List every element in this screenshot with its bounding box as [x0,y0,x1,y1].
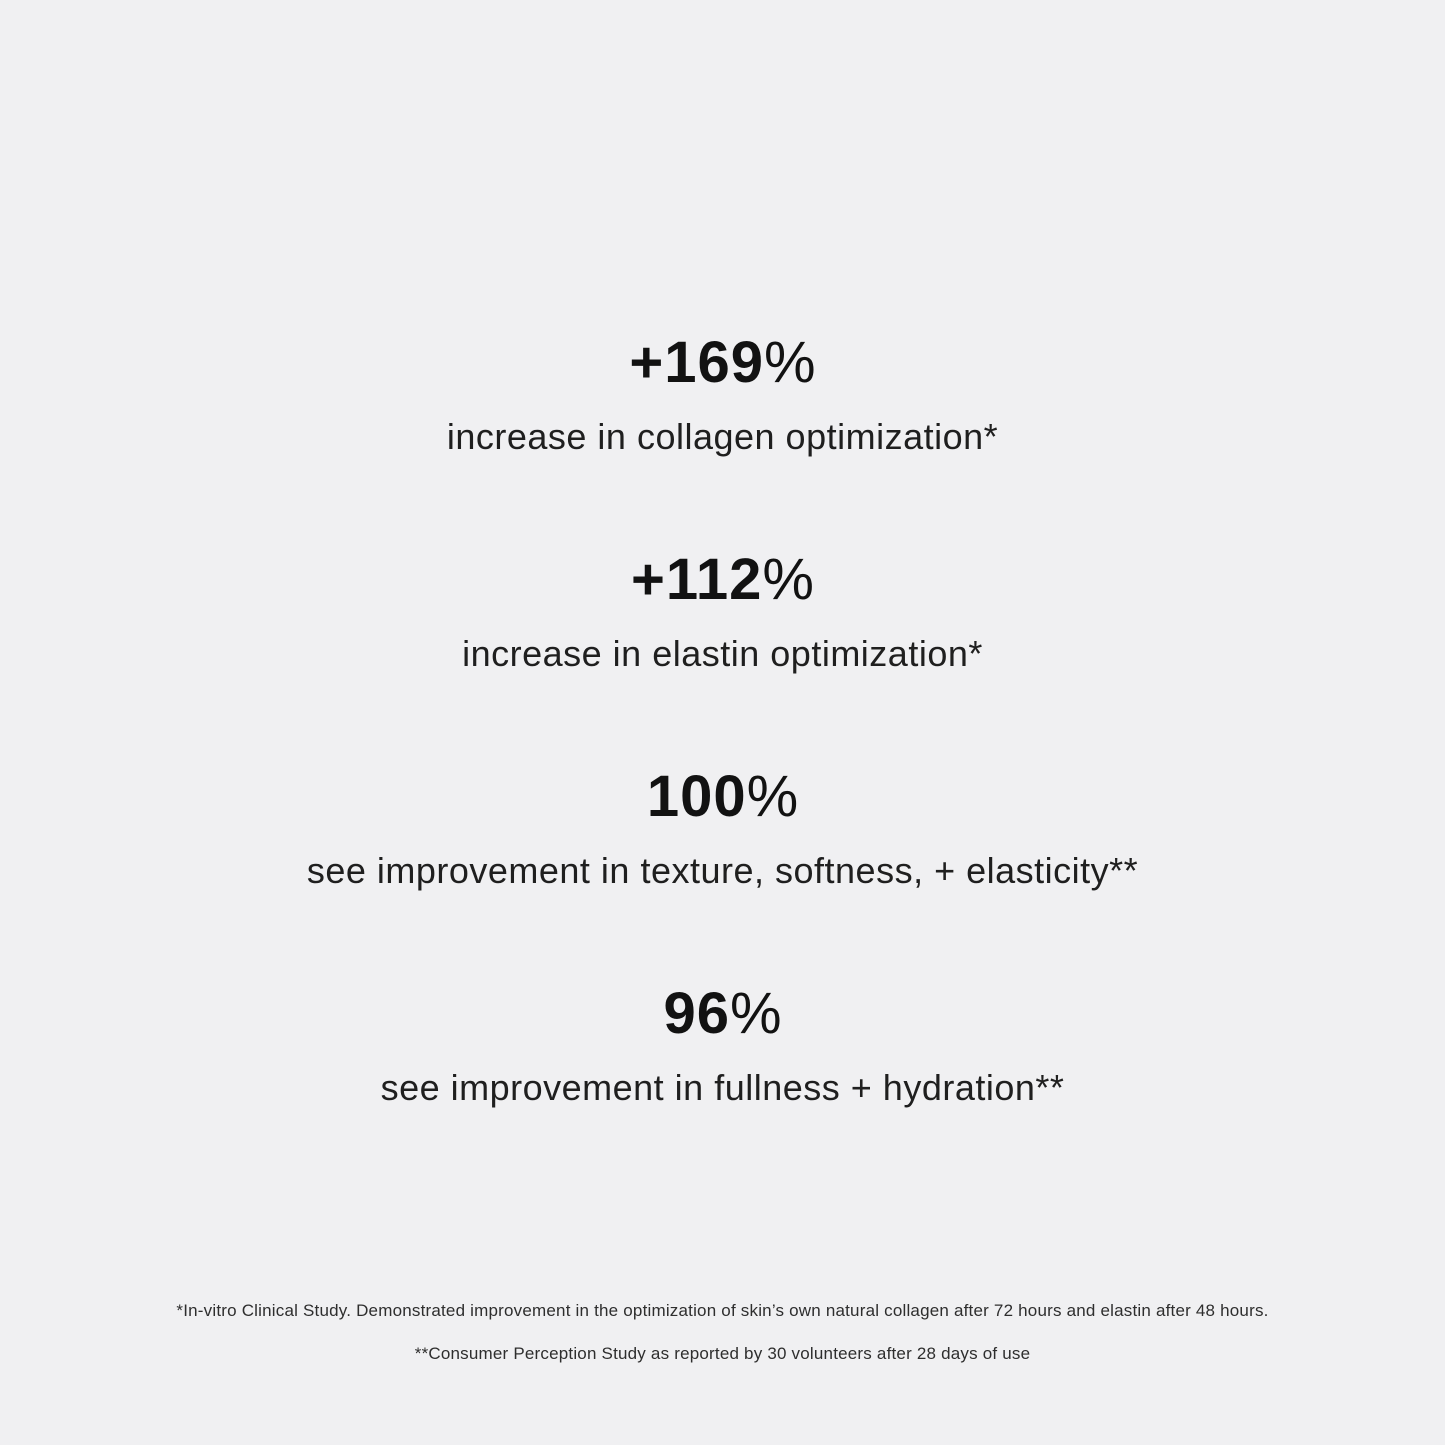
stat-number: 100 [646,764,747,829]
clinical-stats-list: +169% increase in collagen optimization*… [0,328,1445,1111]
footnotes: *In-vitro Clinical Study. Demonstrated i… [0,1300,1445,1365]
percent-sign: % [729,981,782,1046]
stat-block-elastin: +112% increase in elastin optimization* [462,545,983,677]
stat-number: 96 [663,981,730,1046]
percent-sign: % [764,330,816,395]
stat-value-texture: 100% [647,762,798,832]
percent-sign: % [746,764,799,829]
stat-value-fullness: 96% [663,979,781,1049]
stat-value-elastin: +112% [631,545,814,615]
stat-number: +169 [629,330,765,395]
stat-number: +112 [630,547,763,612]
footnote-invitro-study: *In-vitro Clinical Study. Demonstrated i… [176,1301,1269,1320]
percent-sign: % [762,547,814,612]
stat-value-collagen: +169% [629,328,815,398]
stat-block-texture: 100% see improvement in texture, softnes… [307,762,1138,894]
stat-label-fullness: see improvement in fullness + hydration*… [380,1067,1065,1108]
stat-block-collagen: +169% increase in collagen optimization* [447,328,998,460]
footnote-consumer-study: **Consumer Perception Study as reported … [414,1344,1031,1363]
stat-label-elastin: increase in elastin optimization* [462,633,983,674]
stat-block-fullness: 96% see improvement in fullness + hydrat… [381,979,1065,1111]
stat-label-texture: see improvement in texture, softness, + … [306,850,1139,891]
stat-label-collagen: increase in collagen optimization* [446,416,999,457]
